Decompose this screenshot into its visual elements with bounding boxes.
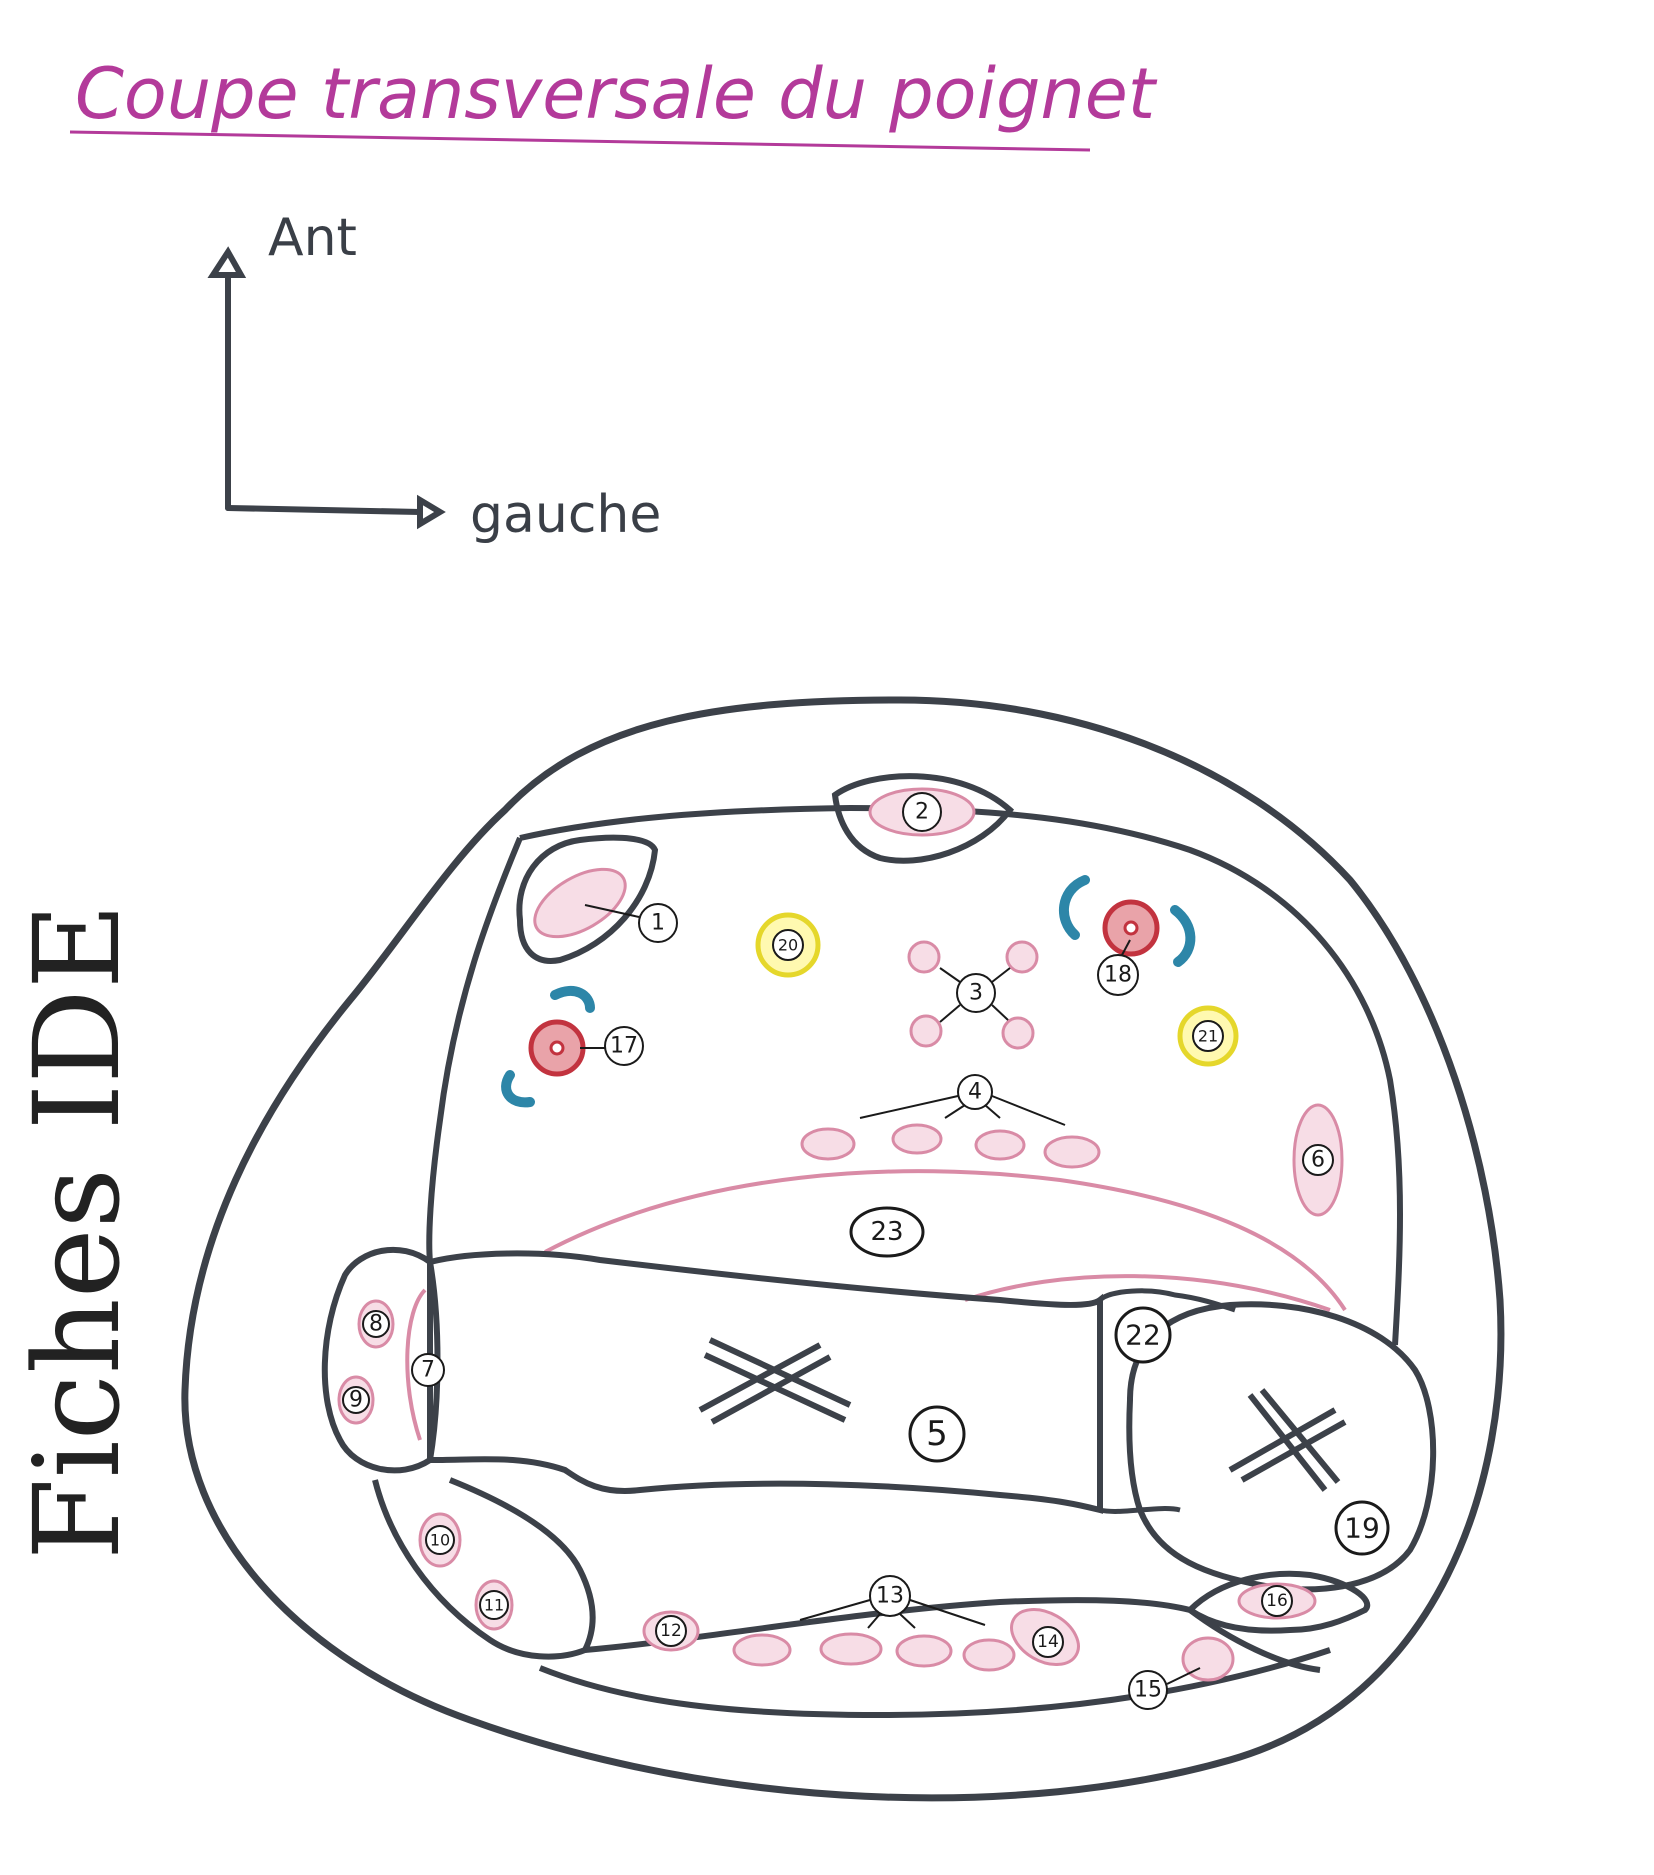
label-18: 18	[1097, 939, 1139, 996]
compartment-16	[1185, 1570, 1370, 1634]
svg-text:1: 1	[651, 911, 665, 936]
label-5: 5	[908, 1405, 966, 1463]
svg-text:21: 21	[1198, 1027, 1218, 1046]
svg-text:19: 19	[1344, 1512, 1380, 1545]
label-20: 20	[772, 929, 804, 961]
label-11: 11	[479, 1590, 509, 1620]
anterior-arrow-head	[207, 246, 247, 278]
label-6: 6	[1302, 1144, 1334, 1176]
svg-text:15: 15	[1134, 1678, 1162, 1703]
radius-cross	[698, 1337, 852, 1425]
svg-text:18: 18	[1104, 963, 1132, 988]
synovial-7	[405, 1288, 427, 1441]
svg-text:22: 22	[1125, 1319, 1161, 1352]
svg-text:7: 7	[421, 1358, 435, 1383]
tendons-13	[732, 1632, 1016, 1672]
label-9: 9	[342, 1386, 370, 1414]
label-8: 8	[362, 1310, 390, 1338]
compartment-10-11	[372, 1477, 596, 1660]
label-21: 21	[1192, 1020, 1224, 1052]
svg-text:8: 8	[369, 1312, 383, 1337]
svg-text:3: 3	[969, 981, 983, 1006]
artery-18-lumen	[1123, 920, 1139, 936]
structure-2-compartment	[831, 773, 1015, 864]
svg-text:12: 12	[660, 1621, 682, 1641]
tendons-3	[907, 940, 1039, 1050]
vein-17b	[501, 1070, 535, 1108]
radius-bone-5	[427, 1250, 1103, 1514]
tendons-4	[800, 1123, 1101, 1169]
svg-text:9: 9	[349, 1388, 363, 1413]
svg-text:14: 14	[1037, 1632, 1059, 1652]
structure-1-compartment	[516, 834, 659, 964]
svg-text:2: 2	[915, 800, 929, 825]
label-15: 15	[1128, 1667, 1201, 1710]
label-3: 3	[939, 967, 1011, 1023]
skin-outline	[181, 696, 1505, 1802]
ligament-arc	[544, 1169, 1347, 1312]
svg-text:16: 16	[1266, 1591, 1288, 1611]
label-1: 1	[584, 903, 678, 943]
label-17: 17	[580, 1026, 644, 1066]
label-4: 4	[859, 1074, 1066, 1126]
label-7: 7	[411, 1353, 445, 1387]
label-2: 2	[902, 792, 942, 832]
label-19: 19	[1334, 1500, 1390, 1556]
palmar-compartment-outline	[426, 804, 1403, 1346]
label-23: 23	[849, 1206, 925, 1258]
svg-text:23: 23	[870, 1217, 903, 1247]
vein-18b	[1170, 905, 1196, 967]
ulna-cross	[1228, 1388, 1347, 1492]
diagram-title: Coupe transversale du poignet	[75, 53, 1158, 135]
left-axis-line	[225, 505, 423, 515]
svg-text:4: 4	[968, 1080, 982, 1105]
svg-text:20: 20	[778, 936, 798, 955]
svg-text:17: 17	[610, 1034, 638, 1059]
tendon-1	[533, 867, 627, 939]
svg-text:10: 10	[430, 1531, 450, 1550]
svg-text:11: 11	[484, 1596, 504, 1615]
vein-17a	[550, 985, 595, 1013]
structure-22-outline	[1097, 1288, 1236, 1514]
orientation-axes	[207, 246, 446, 530]
anterior-label: Ant	[268, 208, 357, 268]
svg-text:13: 13	[876, 1584, 904, 1609]
svg-text:6: 6	[1311, 1148, 1325, 1173]
label-12: 12	[655, 1615, 687, 1647]
label-22: 22	[1114, 1306, 1172, 1364]
title-underline	[69, 130, 1091, 152]
label-10: 10	[425, 1525, 455, 1555]
ulna-bone-19	[1126, 1301, 1437, 1593]
left-arrow-head	[417, 494, 446, 530]
ligament-arc-lower	[964, 1274, 1331, 1312]
vein-18a	[1058, 875, 1090, 940]
label-13: 13	[799, 1575, 986, 1629]
dorsal-outline	[538, 1647, 1331, 1719]
label-14: 14	[1032, 1626, 1064, 1658]
dorsal-compartment-line	[584, 1597, 1321, 1673]
svg-text:5: 5	[926, 1414, 948, 1454]
artery-17-lumen	[549, 1040, 565, 1056]
left-label: gauche	[470, 485, 661, 545]
label-16: 16	[1261, 1585, 1293, 1617]
